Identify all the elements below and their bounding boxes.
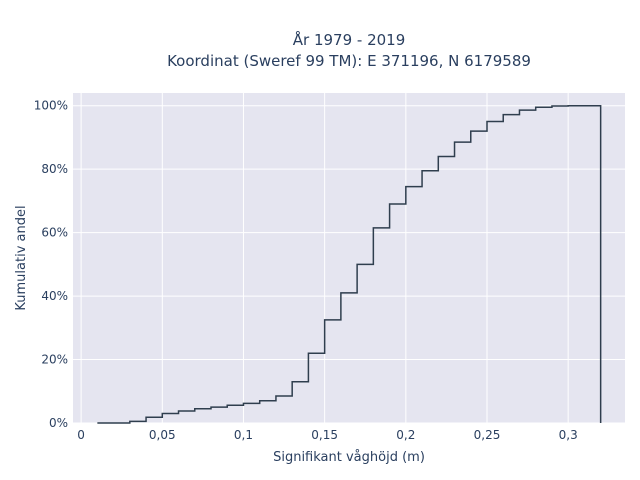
y-tick-label-1: 20% — [41, 353, 68, 367]
y-tick-label-3: 60% — [41, 226, 68, 240]
x-tick-label-2: 0,1 — [234, 428, 253, 442]
y-tick-label-4: 80% — [41, 162, 68, 176]
x-tick-label-4: 0,2 — [396, 428, 415, 442]
y-tick-labels: 0% 20% 40% 60% 80% 100% — [34, 99, 68, 430]
x-tick-label-1: 0,05 — [149, 428, 176, 442]
y-axis-title: Kumulativ andel — [14, 205, 29, 310]
x-tick-labels: 0 0,05 0,1 0,15 0,2 0,25 0,3 — [77, 428, 577, 442]
y-tick-label-0: 0% — [49, 416, 68, 430]
x-tick-label-0: 0 — [77, 428, 85, 442]
chart-title-line2: Koordinat (Sweref 99 TM): E 371196, N 61… — [167, 52, 531, 70]
x-tick-label-6: 0,3 — [559, 428, 578, 442]
x-tick-label-5: 0,25 — [474, 428, 501, 442]
series — [97, 104, 602, 424]
cumulative-step-line — [97, 104, 602, 424]
chart-title-line1: År 1979 - 2019 — [293, 30, 406, 49]
grid — [73, 93, 625, 424]
y-tick-label-5: 100% — [34, 99, 68, 113]
x-axis-title: Signifikant våghöjd (m) — [273, 450, 425, 465]
y-tick-label-2: 40% — [41, 289, 68, 303]
plot-background — [73, 93, 625, 423]
x-tick-label-3: 0,15 — [311, 428, 338, 442]
